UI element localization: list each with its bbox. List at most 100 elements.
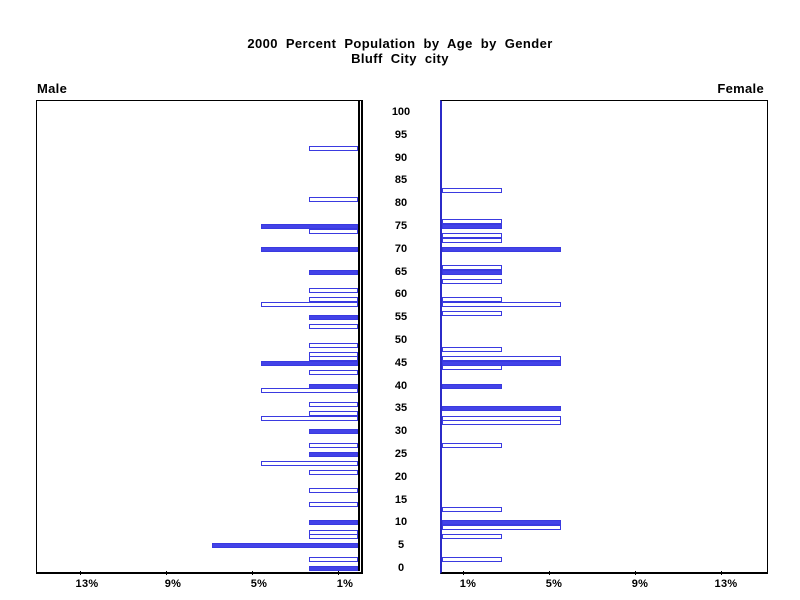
age-tick-label-5: 5 (397, 539, 405, 551)
bar-male-age-61 (309, 288, 358, 293)
bar-female-age-70 (442, 247, 561, 252)
bar-female-age-44 (442, 365, 502, 370)
age-tick-label-25: 25 (394, 448, 408, 460)
age-tick-label-10: 10 (394, 516, 408, 528)
age-tick-label-0: 0 (397, 562, 405, 574)
bar-female-age-13 (442, 507, 502, 512)
bar-female-age-48 (442, 347, 502, 352)
female-axis-label: Female (717, 81, 764, 96)
female-pct-tick-label-13: 13% (714, 578, 738, 590)
bar-male-age-74 (309, 229, 358, 234)
age-tick-label-75: 75 (394, 220, 408, 232)
female-pct-tick-label-9: 9% (631, 578, 649, 590)
male-pct-tick-13 (80, 571, 81, 575)
bar-male-age-17 (309, 488, 358, 493)
bar-male-age-43 (309, 370, 358, 375)
female-pct-tick-5 (549, 571, 550, 575)
age-tick-label-90: 90 (394, 152, 408, 164)
chart-title: 2000 Percent Population by Age by Gender… (0, 36, 800, 66)
bar-male-age-34 (309, 411, 358, 416)
bar-male-age-2 (309, 557, 358, 562)
bar-male-age-7 (309, 534, 358, 539)
bar-female-age-2 (442, 557, 502, 562)
bar-female-age-76 (442, 219, 502, 224)
bar-male-age-39 (261, 388, 358, 393)
bar-female-age-65 (442, 270, 502, 275)
chart-title-line2: Bluff City city (351, 51, 449, 66)
bar-female-age-10 (442, 520, 561, 525)
male-pct-tick-label-1: 1% (336, 578, 354, 590)
bar-female-age-75 (442, 224, 502, 229)
bar-male-age-59 (309, 297, 358, 302)
male-axis-label: Male (37, 81, 68, 96)
bar-female-age-56 (442, 311, 502, 316)
bar-male-age-30 (309, 429, 358, 434)
bar-female-age-58 (442, 302, 561, 307)
bar-female-age-66 (442, 265, 502, 270)
age-tick-label-15: 15 (394, 494, 408, 506)
bar-female-age-27 (442, 443, 502, 448)
bar-male-age-75 (261, 224, 358, 229)
bar-male-age-23 (261, 461, 358, 466)
bar-male-age-27 (309, 443, 358, 448)
bar-male-age-55 (309, 315, 358, 320)
female-pct-tick-9 (635, 571, 636, 575)
bar-female-age-59 (442, 297, 502, 302)
bar-female-age-35 (442, 406, 561, 411)
bar-male-age-10 (309, 520, 358, 525)
bar-male-age-65 (309, 270, 358, 275)
bar-male-age-46 (309, 356, 358, 361)
bar-male-age-92 (309, 146, 358, 151)
age-tick-label-20: 20 (394, 471, 408, 483)
male-pct-tick-label-9: 9% (164, 578, 182, 590)
bar-male-age-49 (309, 343, 358, 348)
bar-male-age-25 (309, 452, 358, 457)
bar-male-age-5 (212, 543, 358, 548)
female-pct-tick-13 (721, 571, 722, 575)
age-tick-label-50: 50 (394, 334, 408, 346)
bar-female-age-7 (442, 534, 502, 539)
age-tick-label-65: 65 (394, 266, 408, 278)
bar-male-age-14 (309, 502, 358, 507)
bar-male-age-0 (309, 566, 358, 571)
bar-female-age-46 (442, 356, 561, 361)
age-tick-label-70: 70 (394, 243, 408, 255)
bar-male-age-81 (309, 197, 358, 202)
age-tick-label-35: 35 (394, 402, 408, 414)
bar-male-age-70 (261, 247, 358, 252)
bar-female-age-73 (442, 233, 502, 238)
male-baseline-axis (358, 100, 360, 571)
bar-female-age-9 (442, 525, 561, 530)
bar-female-age-40 (442, 384, 502, 389)
bar-male-age-53 (309, 324, 358, 329)
age-tick-label-60: 60 (394, 288, 408, 300)
bar-male-age-21 (309, 470, 358, 475)
male-pct-tick-label-5: 5% (250, 578, 268, 590)
female-pct-tick-label-5: 5% (545, 578, 563, 590)
bar-female-age-32 (442, 420, 561, 425)
bar-female-age-72 (442, 238, 502, 243)
age-tick-label-55: 55 (394, 311, 408, 323)
age-tick-label-100: 100 (391, 106, 411, 118)
age-tick-label-40: 40 (394, 380, 408, 392)
age-tick-label-85: 85 (394, 174, 408, 186)
chart-title-line1: 2000 Percent Population by Age by Gender (247, 36, 553, 51)
bar-male-age-45 (261, 361, 358, 366)
female-panel (440, 100, 768, 574)
female-pct-tick-label-1: 1% (459, 578, 477, 590)
female-pct-tick-1 (463, 571, 464, 575)
male-pct-tick-1 (338, 571, 339, 575)
bar-male-age-33 (261, 416, 358, 421)
male-pct-tick-label-13: 13% (75, 578, 99, 590)
bar-female-age-83 (442, 188, 502, 193)
male-panel (36, 100, 363, 574)
male-pct-tick-5 (252, 571, 253, 575)
age-tick-label-30: 30 (394, 425, 408, 437)
age-tick-label-45: 45 (394, 357, 408, 369)
age-tick-label-95: 95 (394, 129, 408, 141)
male-pct-tick-9 (166, 571, 167, 575)
bar-male-age-58 (261, 302, 358, 307)
bar-female-age-63 (442, 279, 502, 284)
bar-male-age-36 (309, 402, 358, 407)
